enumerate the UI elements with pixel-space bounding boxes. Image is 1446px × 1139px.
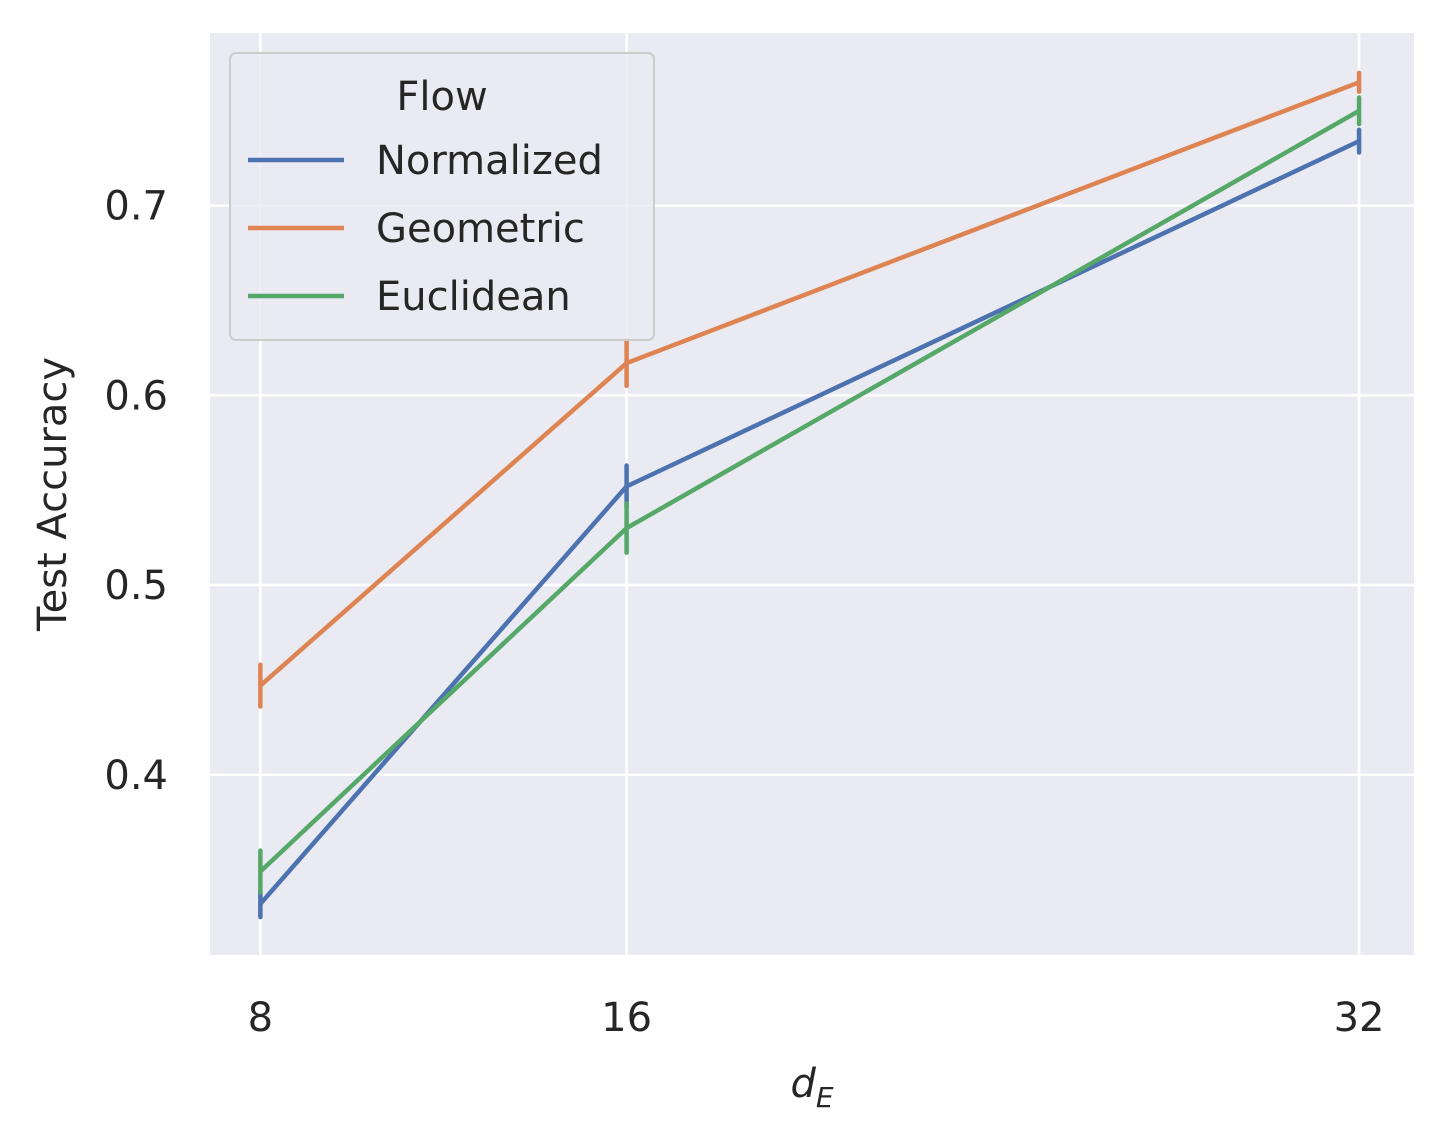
y-axis-label: Test Accuracy xyxy=(30,357,76,632)
series-normalized xyxy=(258,127,1362,920)
legend-frame xyxy=(229,52,655,341)
x-tick-label: 32 xyxy=(1334,995,1385,1041)
x-axis-label-main: d xyxy=(790,1061,816,1107)
tick-labels: 0.4 0.5 0.6 0.7 8 16 32 xyxy=(104,184,1384,1041)
x-axis-label: dE xyxy=(790,1061,833,1114)
legend-title: Flow xyxy=(396,74,487,120)
y-tick-label: 0.4 xyxy=(104,753,168,799)
legend-entries: Normalized Geometric Euclidean xyxy=(248,138,603,320)
legend-label: Euclidean xyxy=(376,274,571,320)
y-tick-label: 0.5 xyxy=(104,563,168,609)
legend: Flow Normalized Geometric Euclidean xyxy=(229,52,655,341)
y-tick-label: 0.6 xyxy=(104,373,168,419)
x-axis-label-subscript: E xyxy=(816,1081,834,1114)
legend-label: Geometric xyxy=(376,206,585,252)
series-geometric xyxy=(258,70,1362,709)
legend-label: Normalized xyxy=(376,138,603,184)
x-tick-label: 8 xyxy=(248,995,273,1041)
series-euclidean xyxy=(258,95,1362,895)
x-tick-label: 16 xyxy=(601,995,652,1041)
y-tick-label: 0.7 xyxy=(104,184,168,230)
series-layer xyxy=(258,70,1362,920)
